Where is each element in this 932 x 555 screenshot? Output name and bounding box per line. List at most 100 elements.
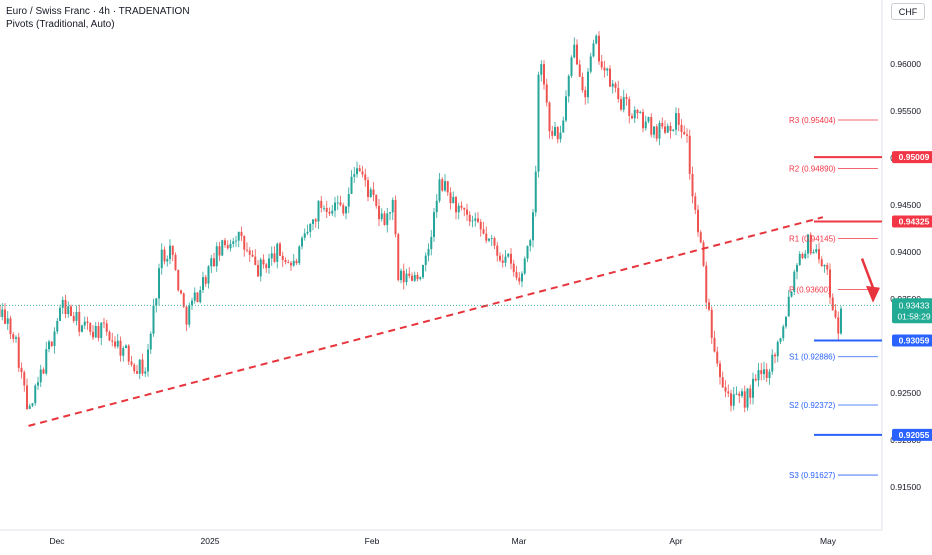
candle-body: [39, 369, 42, 383]
candle-body: [570, 57, 573, 76]
candle: [587, 68, 589, 104]
candle-body: [532, 212, 534, 241]
candle-body: [782, 326, 785, 339]
candle-body: [540, 64, 543, 75]
candle-body: [114, 341, 116, 347]
candle: [237, 231, 240, 248]
candle: [347, 187, 350, 214]
candle: [617, 80, 620, 103]
candle-body: [578, 64, 581, 77]
candle: [215, 242, 218, 272]
candle-body: [103, 322, 105, 324]
candle-body: [72, 316, 75, 321]
candle-body: [37, 382, 39, 386]
candle-body: [17, 337, 20, 368]
candle: [265, 262, 268, 273]
candle-body: [807, 234, 809, 254]
candle: [133, 363, 136, 374]
candle-body: [655, 126, 658, 139]
candle: [323, 205, 325, 212]
candle: [545, 78, 548, 107]
candle: [633, 106, 636, 124]
candle: [273, 246, 276, 264]
candle-body: [339, 202, 342, 206]
candle: [122, 346, 125, 362]
candle-body: [248, 250, 251, 255]
candle-body: [174, 254, 177, 270]
candle-body: [790, 291, 793, 297]
candle-body: [119, 340, 122, 356]
candle: [658, 120, 661, 146]
candle: [248, 247, 251, 262]
level-tag-label: 0.94325: [899, 216, 930, 226]
candle: [595, 34, 598, 45]
candle-body: [724, 387, 727, 392]
candle-body: [548, 102, 551, 132]
candle-body: [133, 364, 136, 372]
candle-body: [653, 126, 655, 135]
candle-body: [199, 290, 202, 303]
candle: [650, 113, 653, 138]
candle-body: [710, 309, 713, 338]
candle: [17, 332, 20, 373]
candle-body: [331, 210, 334, 214]
candle-body: [262, 259, 265, 265]
candle: [204, 274, 207, 287]
candle-body: [650, 117, 653, 135]
candle-body: [688, 135, 691, 174]
candle: [202, 271, 204, 293]
candle: [334, 196, 336, 218]
candle: [840, 306, 842, 335]
candle: [785, 316, 787, 329]
candle-body: [6, 318, 9, 324]
candle: [820, 256, 823, 267]
candle: [1, 303, 4, 321]
candle-body: [160, 249, 163, 269]
level-tag-label: 0.92055: [899, 430, 930, 440]
candle: [147, 343, 149, 377]
candle: [127, 344, 130, 365]
candle: [518, 272, 521, 285]
candle: [672, 129, 675, 132]
candle: [166, 255, 169, 267]
candle: [78, 304, 81, 337]
candle-body: [193, 292, 196, 301]
candle-body: [383, 213, 386, 225]
candle-body: [611, 83, 614, 87]
candle: [350, 170, 353, 194]
candle: [823, 264, 826, 273]
candles-group: [0, 31, 842, 413]
candle-body: [317, 200, 320, 222]
candle-body: [840, 308, 842, 334]
candle-body: [86, 321, 89, 324]
currency-button[interactable]: CHF: [891, 3, 925, 20]
candle: [510, 248, 512, 270]
candle-body: [721, 377, 724, 388]
candle: [543, 60, 545, 90]
candle: [193, 287, 196, 304]
candle-body: [435, 200, 438, 213]
x-tick-label: 2025: [201, 536, 220, 546]
candle: [345, 205, 347, 220]
candle-body: [413, 274, 416, 281]
candle: [749, 384, 752, 405]
candle-body: [45, 349, 48, 374]
candle: [303, 228, 306, 241]
candle: [452, 191, 455, 204]
candle-body: [1, 309, 4, 317]
candle-body: [314, 219, 317, 222]
candle: [397, 232, 400, 282]
candle-body: [609, 68, 611, 87]
candle: [463, 207, 466, 217]
candle: [559, 125, 562, 143]
candle: [207, 265, 210, 289]
candle: [548, 101, 551, 139]
candle: [389, 211, 391, 221]
candle: [411, 272, 413, 282]
candle: [746, 387, 749, 411]
candle: [581, 72, 584, 93]
candle-body: [287, 262, 290, 263]
candle-body: [328, 211, 331, 214]
candle: [499, 252, 501, 263]
